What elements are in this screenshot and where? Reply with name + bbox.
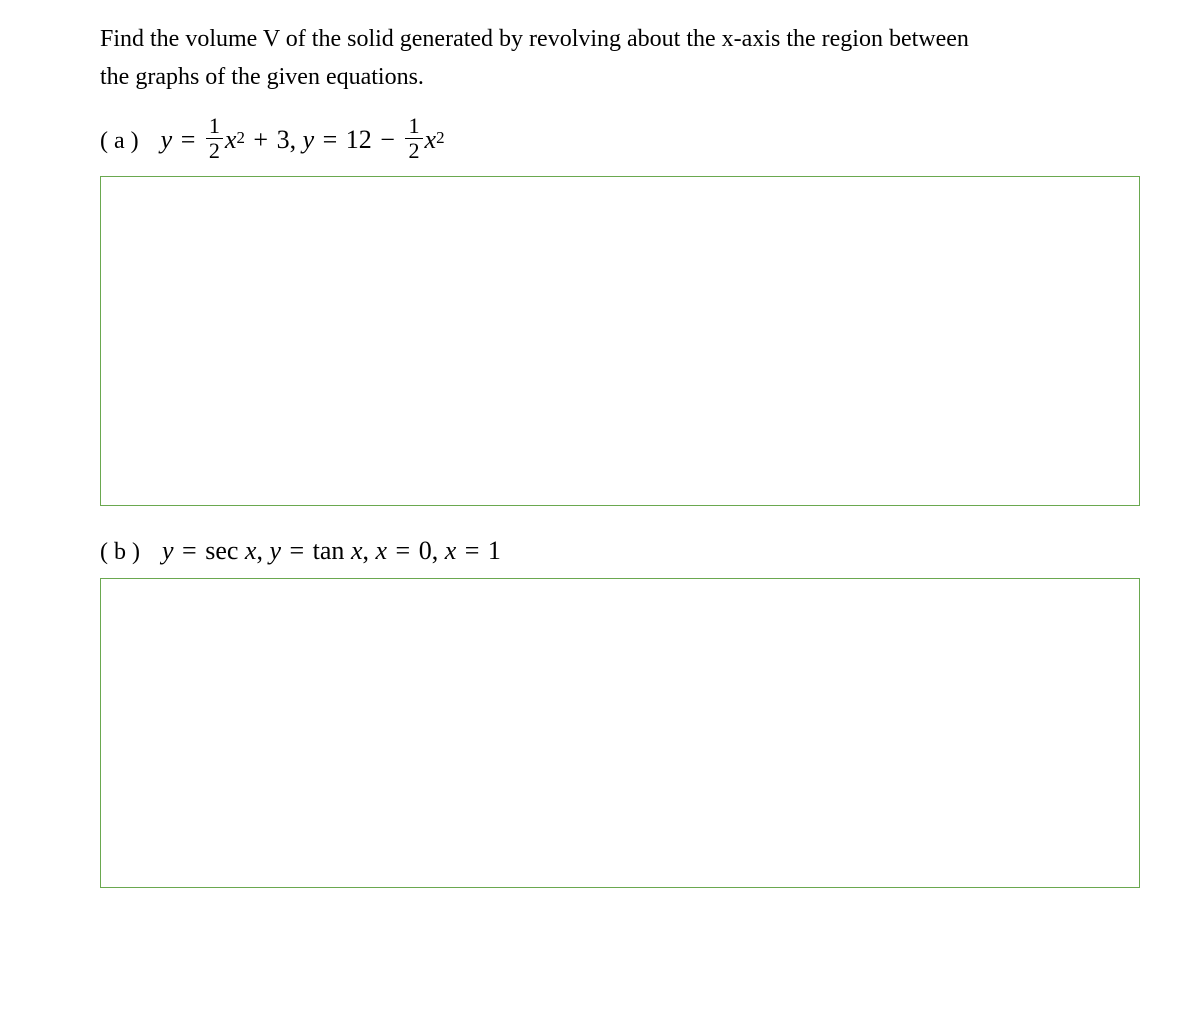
part-b: ( b ) y = sec x, y = tan x, x = 0, x = 1 — [100, 536, 1140, 566]
part-a-label: ( a ) — [100, 128, 139, 155]
frac-1-num: 1 — [206, 115, 223, 139]
answer-box-b — [100, 578, 1140, 888]
part-b-equation: y = sec x, y = tan x, x = 0, x = 1 — [162, 536, 501, 566]
problem-statement: Find the volume V of the solid generated… — [100, 20, 1140, 97]
part-a: ( a ) y = 1 2 x2 + 3, y = 12 − 1 2 x2 — [100, 117, 1140, 164]
frac-1-den: 2 — [206, 139, 223, 162]
part-b-label: ( b ) — [100, 539, 140, 566]
answer-box-a — [100, 176, 1140, 506]
statement-line-1: Find the volume V of the solid generated… — [100, 26, 969, 52]
frac-2-num: 1 — [405, 115, 422, 139]
statement-line-2: the graphs of the given equations. — [100, 64, 424, 90]
part-a-equation: y = 1 2 x2 + 3, y = 12 − 1 2 x2 — [161, 117, 445, 164]
frac-2-den: 2 — [405, 139, 422, 162]
